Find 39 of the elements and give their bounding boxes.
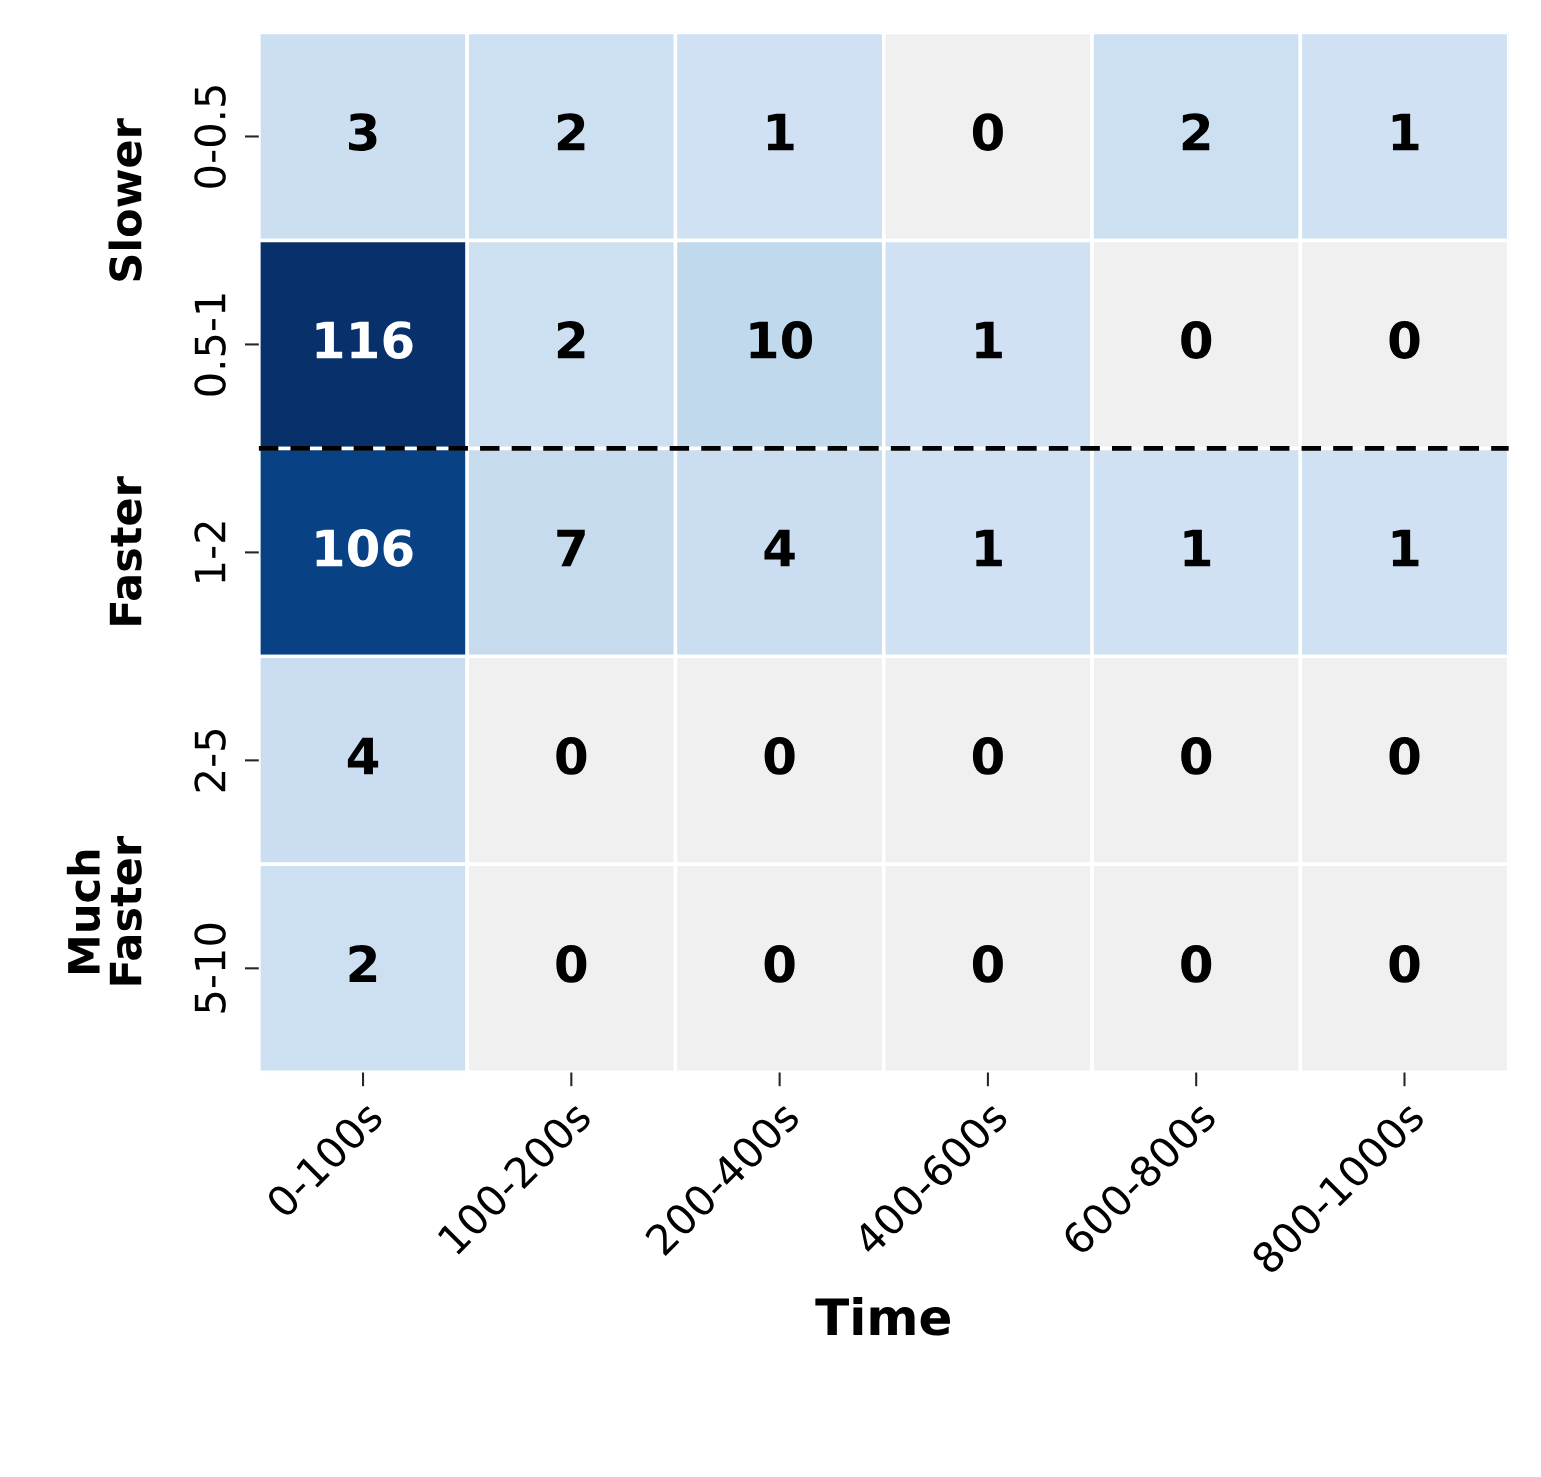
y-tick-label: 1-2 — [194, 522, 226, 582]
data-label: 2 — [1182, 113, 1210, 151]
y-tick-label: 0.5-1 — [194, 294, 226, 396]
data-label: 1 — [976, 321, 1002, 359]
data-label: 10 — [750, 321, 813, 359]
data-label: 0 — [556, 945, 587, 983]
data-label: 0 — [1389, 321, 1420, 359]
text: Slower — [108, 118, 142, 281]
data-label: 4 — [347, 737, 379, 775]
y-tick-label: 5-10 — [194, 923, 226, 1013]
y-tick-label: 0-0.5 — [194, 86, 226, 188]
data-label: 0 — [556, 737, 587, 775]
data-label: 2 — [349, 945, 377, 983]
data-label: 0 — [972, 945, 1003, 983]
data-label: 0 — [1181, 945, 1212, 983]
x-axis-title: Time — [815, 1296, 950, 1336]
data-label: 0 — [1389, 945, 1420, 983]
data-label: 2 — [557, 321, 585, 359]
text: Faster — [109, 476, 142, 625]
data-label: 0 — [1389, 737, 1420, 775]
data-label: 0 — [972, 113, 1003, 151]
data-label: 0 — [1181, 321, 1212, 359]
text: Much Faster — [66, 836, 142, 985]
data-label: 0 — [764, 945, 795, 983]
data-label: 1 — [767, 113, 794, 151]
data-label: 1 — [1392, 529, 1419, 567]
data-label: 3 — [348, 113, 377, 151]
y-tick-label: 2-5 — [194, 729, 226, 792]
data-label: 0 — [764, 737, 795, 775]
data-label: 116 — [316, 321, 413, 359]
data-label: 1 — [1392, 113, 1419, 151]
data-label: 2 — [557, 113, 585, 151]
data-label: 1 — [1184, 529, 1211, 567]
data-label: 0 — [972, 737, 1003, 775]
data-label: 7 — [557, 529, 585, 567]
data-label: 1 — [976, 529, 1002, 567]
data-label: 0 — [1181, 737, 1212, 775]
data-label: 106 — [316, 529, 413, 567]
data-label: 4 — [764, 529, 795, 567]
